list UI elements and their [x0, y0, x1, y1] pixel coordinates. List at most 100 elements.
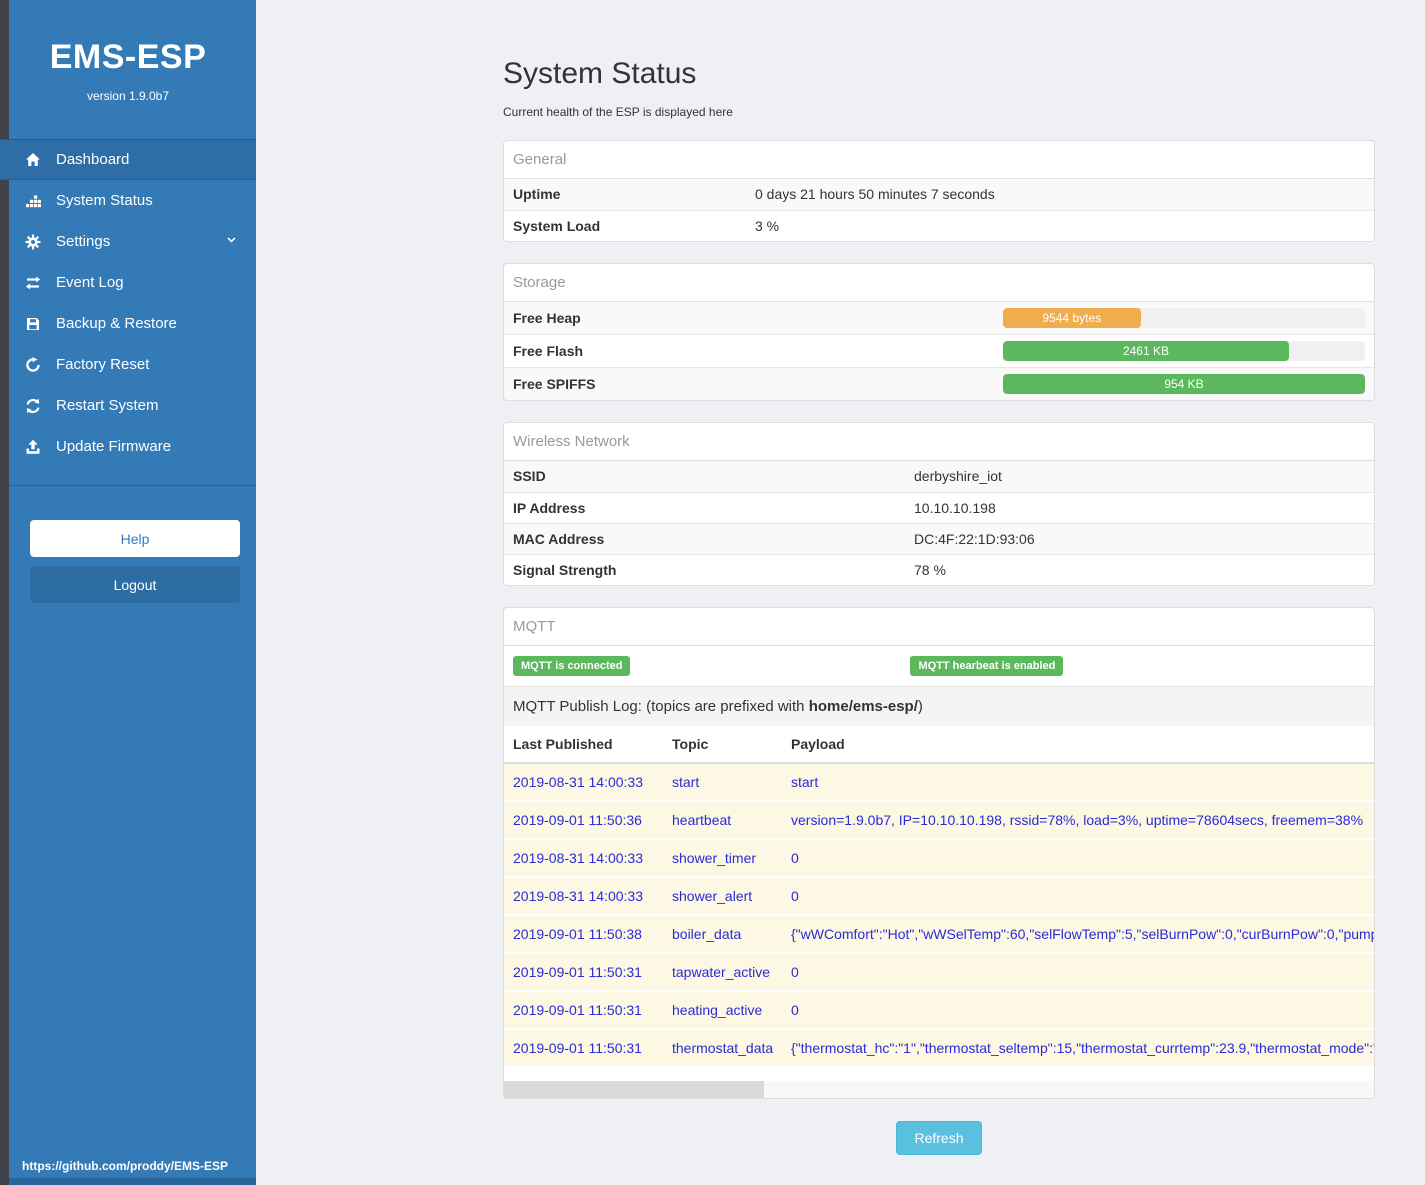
wireless-panel: Wireless Network SSID derbyshire_iot IP …	[503, 422, 1375, 586]
sidebar-item-system-status[interactable]: System Status	[0, 180, 256, 221]
table-row: IP Address 10.10.10.198	[504, 492, 1374, 523]
sidebar-item-dashboard[interactable]: Dashboard	[0, 139, 256, 180]
mqtt-table-horizontal-scrollbar[interactable]	[504, 1081, 1374, 1098]
mac-address-value: DC:4F:22:1D:93:06	[914, 530, 1035, 547]
sidebar: EMS-ESP version 1.9.0b7 Dashboard System…	[0, 0, 256, 1185]
published-cell: 2019-09-01 11:50:31	[504, 1029, 663, 1066]
logout-button[interactable]: Logout	[30, 566, 240, 603]
mqtt-log-row: 2019-08-31 14:00:33 shower_alert 0	[504, 877, 1374, 915]
signal-strength-label: Signal Strength	[513, 561, 617, 578]
table-row: Free Heap 9544 bytes	[504, 302, 1374, 335]
wireless-table: SSID derbyshire_iot IP Address 10.10.10.…	[504, 461, 1374, 585]
sidebar-item-settings[interactable]: Settings	[0, 221, 256, 262]
free-heap-label: Free Heap	[513, 310, 581, 326]
storage-panel: Storage Free Heap 9544 bytes Free Flash	[503, 263, 1375, 401]
home-icon	[24, 151, 42, 169]
rotate-ccw-icon	[24, 356, 42, 374]
system-load-value: 3 %	[755, 217, 780, 234]
page-title: System Status	[503, 57, 697, 90]
save-icon	[24, 315, 42, 333]
table-row: System Load 3 %	[504, 210, 1374, 241]
published-cell: 2019-09-01 11:50:36	[504, 801, 663, 839]
table-row: Free Flash 2461 KB	[504, 334, 1374, 368]
sidebar-nav: Dashboard System Status	[0, 139, 256, 467]
exchange-arrows-icon	[24, 274, 42, 292]
table-bottom-space	[504, 1066, 1374, 1081]
sidebar-bottom-scrollbar[interactable]	[9, 1178, 256, 1185]
payload-cell: 0	[782, 839, 1374, 877]
topic-cell: heartbeat	[663, 801, 782, 839]
mac-address-label: MAC Address	[513, 530, 605, 547]
brand: EMS-ESP version 1.9.0b7	[0, 0, 256, 103]
free-flash-bar-label: 2461 KB	[1122, 344, 1169, 358]
free-heap-progress: 9544 bytes	[1003, 308, 1365, 328]
sidebar-item-label: Settings	[56, 233, 111, 250]
free-heap-bar: 9544 bytes	[1003, 308, 1141, 328]
sidebar-item-restart-system[interactable]: Restart System	[0, 385, 256, 426]
payload-cell: 0	[782, 877, 1374, 915]
app-title: EMS-ESP	[49, 38, 207, 76]
mqtt-log-row: 2019-09-01 11:50:31 heating_active 0	[504, 991, 1374, 1029]
mqtt-log-row: 2019-09-01 11:50:31 thermostat_data {"th…	[504, 1029, 1374, 1066]
table-row: Signal Strength 78 %	[504, 554, 1374, 585]
sidebar-divider	[0, 485, 256, 486]
sidebar-item-event-log[interactable]: Event Log	[0, 262, 256, 303]
gear-icon	[24, 233, 42, 251]
page-subtitle: Current health of the ESP is displayed h…	[503, 105, 733, 119]
main-content: System Status Current health of the ESP …	[256, 0, 1425, 1155]
status-blocks-icon	[24, 192, 42, 210]
free-spiffs-bar-label: 954 KB	[1164, 377, 1204, 391]
payload-cell: start	[782, 763, 1374, 801]
payload-cell: {"wWComfort":"Hot","wWSelTemp":60,"selFl…	[782, 915, 1374, 953]
sync-arrows-icon	[24, 397, 42, 415]
help-button[interactable]: Help	[30, 520, 240, 557]
table-row: MAC Address DC:4F:22:1D:93:06	[504, 523, 1374, 554]
github-link[interactable]: https://github.com/proddy/EMS-ESP	[22, 1159, 228, 1173]
mqtt-connected-badge: MQTT is connected	[513, 656, 631, 676]
sidebar-item-label: Backup & Restore	[56, 315, 177, 332]
general-table: Uptime 0 days 21 hours 50 minutes 7 seco…	[504, 179, 1374, 241]
mqtt-heartbeat-badge: MQTT hearbeat is enabled	[910, 656, 1064, 676]
free-flash-bar: 2461 KB	[1003, 341, 1289, 361]
payload-cell: 0	[782, 953, 1374, 991]
free-flash-progress: 2461 KB	[1003, 341, 1365, 361]
refresh-button[interactable]: Refresh	[896, 1121, 982, 1155]
mqtt-log-row: 2019-09-01 11:50:31 tapwater_active 0	[504, 953, 1374, 991]
scrollbar-thumb[interactable]	[504, 1081, 764, 1098]
sidebar-item-backup-restore[interactable]: Backup & Restore	[0, 303, 256, 344]
ip-address-value: 10.10.10.198	[914, 499, 996, 516]
col-header-topic: Topic	[663, 726, 782, 764]
free-heap-bar-label: 9544 bytes	[1042, 311, 1102, 325]
ip-address-label: IP Address	[513, 499, 586, 516]
ssid-value: derbyshire_iot	[914, 468, 1002, 485]
wireless-panel-header: Wireless Network	[504, 423, 1374, 461]
chevron-down-icon	[225, 234, 238, 251]
publish-log-prefix: MQTT Publish Log: (topics are prefixed w…	[513, 698, 809, 715]
mqtt-publish-log-caption: MQTT Publish Log: (topics are prefixed w…	[504, 686, 1374, 726]
topic-cell: shower_alert	[663, 877, 782, 915]
sidebar-item-label: Event Log	[56, 274, 124, 291]
topic-cell: tapwater_active	[663, 953, 782, 991]
mqtt-log-row: 2019-09-01 11:50:38 boiler_data {"wWComf…	[504, 915, 1374, 953]
publish-log-topic-prefix: home/ems-esp/	[808, 698, 918, 715]
mqtt-panel-header: MQTT	[504, 608, 1374, 646]
sidebar-item-label: Dashboard	[56, 151, 130, 168]
topic-cell: shower_timer	[663, 839, 782, 877]
general-panel: General Uptime 0 days 21 hours 50 minute…	[503, 140, 1375, 242]
topic-cell: boiler_data	[663, 915, 782, 953]
topic-cell: start	[663, 763, 782, 801]
window-vertical-scrollbar[interactable]	[0, 0, 9, 1185]
sidebar-item-label: Restart System	[56, 397, 159, 414]
uptime-label: Uptime	[513, 186, 561, 203]
uptime-value: 0 days 21 hours 50 minutes 7 seconds	[755, 186, 995, 203]
free-spiffs-progress: 954 KB	[1003, 374, 1365, 394]
mqtt-table-header-row: Last Published Topic Payload	[504, 726, 1374, 764]
table-row: Free SPIFFS 954 KB	[504, 367, 1374, 400]
system-load-label: System Load	[513, 217, 601, 234]
published-cell: 2019-08-31 14:00:33	[504, 877, 663, 915]
sidebar-item-factory-reset[interactable]: Factory Reset	[0, 344, 256, 385]
sidebar-item-update-firmware[interactable]: Update Firmware	[0, 426, 256, 467]
col-header-payload: Payload	[782, 726, 1374, 764]
published-cell: 2019-09-01 11:50:38	[504, 915, 663, 953]
publish-log-suffix: )	[917, 698, 923, 715]
